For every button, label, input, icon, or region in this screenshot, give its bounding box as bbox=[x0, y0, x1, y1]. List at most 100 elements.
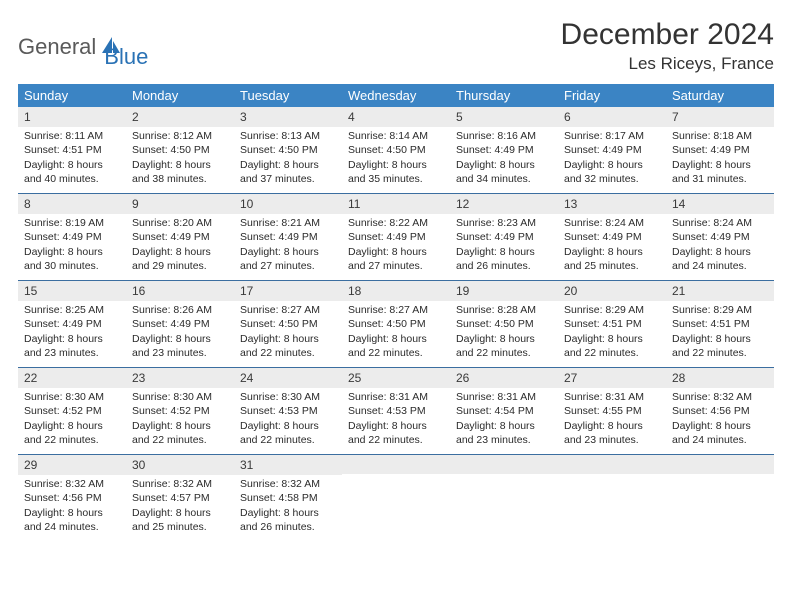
day-cell: 19Sunrise: 8:28 AMSunset: 4:50 PMDayligh… bbox=[450, 281, 558, 367]
daylight-text-2: and 35 minutes. bbox=[348, 172, 444, 186]
daylight-text-2: and 25 minutes. bbox=[564, 259, 660, 273]
day-cell: 21Sunrise: 8:29 AMSunset: 4:51 PMDayligh… bbox=[666, 281, 774, 367]
day-number: 29 bbox=[18, 455, 126, 475]
dow-cell: Sunday bbox=[18, 84, 126, 107]
sunrise-text: Sunrise: 8:32 AM bbox=[24, 477, 120, 491]
daylight-text-2: and 27 minutes. bbox=[240, 259, 336, 273]
daylight-text-2: and 22 minutes. bbox=[672, 346, 768, 360]
day-cell bbox=[666, 455, 774, 541]
sunset-text: Sunset: 4:49 PM bbox=[456, 143, 552, 157]
day-cell bbox=[342, 455, 450, 541]
daylight-text-2: and 22 minutes. bbox=[240, 433, 336, 447]
day-body: Sunrise: 8:24 AMSunset: 4:49 PMDaylight:… bbox=[666, 214, 774, 279]
day-cell: 24Sunrise: 8:30 AMSunset: 4:53 PMDayligh… bbox=[234, 368, 342, 454]
day-body: Sunrise: 8:18 AMSunset: 4:49 PMDaylight:… bbox=[666, 127, 774, 192]
title-block: December 2024 Les Riceys, France bbox=[561, 18, 774, 74]
week-row: 22Sunrise: 8:30 AMSunset: 4:52 PMDayligh… bbox=[18, 368, 774, 455]
day-cell: 8Sunrise: 8:19 AMSunset: 4:49 PMDaylight… bbox=[18, 194, 126, 280]
day-body: Sunrise: 8:12 AMSunset: 4:50 PMDaylight:… bbox=[126, 127, 234, 192]
daylight-text-2: and 22 minutes. bbox=[240, 346, 336, 360]
sunset-text: Sunset: 4:52 PM bbox=[132, 404, 228, 418]
day-number: 28 bbox=[666, 368, 774, 388]
sunrise-text: Sunrise: 8:27 AM bbox=[240, 303, 336, 317]
day-body: Sunrise: 8:19 AMSunset: 4:49 PMDaylight:… bbox=[18, 214, 126, 279]
daylight-text-1: Daylight: 8 hours bbox=[240, 506, 336, 520]
daylight-text-1: Daylight: 8 hours bbox=[240, 419, 336, 433]
daylight-text-1: Daylight: 8 hours bbox=[24, 419, 120, 433]
sunrise-text: Sunrise: 8:32 AM bbox=[672, 390, 768, 404]
daylight-text-2: and 25 minutes. bbox=[132, 520, 228, 534]
day-body: Sunrise: 8:21 AMSunset: 4:49 PMDaylight:… bbox=[234, 214, 342, 279]
sunrise-text: Sunrise: 8:30 AM bbox=[24, 390, 120, 404]
daylight-text-1: Daylight: 8 hours bbox=[348, 419, 444, 433]
day-number: 12 bbox=[450, 194, 558, 214]
daylight-text-2: and 22 minutes. bbox=[348, 346, 444, 360]
sunset-text: Sunset: 4:50 PM bbox=[348, 143, 444, 157]
day-cell: 7Sunrise: 8:18 AMSunset: 4:49 PMDaylight… bbox=[666, 107, 774, 193]
day-cell: 6Sunrise: 8:17 AMSunset: 4:49 PMDaylight… bbox=[558, 107, 666, 193]
day-cell: 5Sunrise: 8:16 AMSunset: 4:49 PMDaylight… bbox=[450, 107, 558, 193]
sunrise-text: Sunrise: 8:27 AM bbox=[348, 303, 444, 317]
dow-cell: Thursday bbox=[450, 84, 558, 107]
dow-cell: Wednesday bbox=[342, 84, 450, 107]
sunrise-text: Sunrise: 8:21 AM bbox=[240, 216, 336, 230]
day-body: Sunrise: 8:13 AMSunset: 4:50 PMDaylight:… bbox=[234, 127, 342, 192]
day-cell: 17Sunrise: 8:27 AMSunset: 4:50 PMDayligh… bbox=[234, 281, 342, 367]
day-cell: 20Sunrise: 8:29 AMSunset: 4:51 PMDayligh… bbox=[558, 281, 666, 367]
day-number: 27 bbox=[558, 368, 666, 388]
week-row: 1Sunrise: 8:11 AMSunset: 4:51 PMDaylight… bbox=[18, 107, 774, 194]
sunset-text: Sunset: 4:49 PM bbox=[456, 230, 552, 244]
day-cell: 3Sunrise: 8:13 AMSunset: 4:50 PMDaylight… bbox=[234, 107, 342, 193]
daylight-text-2: and 32 minutes. bbox=[564, 172, 660, 186]
day-cell: 25Sunrise: 8:31 AMSunset: 4:53 PMDayligh… bbox=[342, 368, 450, 454]
sunset-text: Sunset: 4:54 PM bbox=[456, 404, 552, 418]
daylight-text-1: Daylight: 8 hours bbox=[456, 419, 552, 433]
day-body: Sunrise: 8:11 AMSunset: 4:51 PMDaylight:… bbox=[18, 127, 126, 192]
day-cell: 16Sunrise: 8:26 AMSunset: 4:49 PMDayligh… bbox=[126, 281, 234, 367]
day-body: Sunrise: 8:29 AMSunset: 4:51 PMDaylight:… bbox=[666, 301, 774, 366]
day-number: 25 bbox=[342, 368, 450, 388]
sunset-text: Sunset: 4:49 PM bbox=[24, 317, 120, 331]
day-body: Sunrise: 8:26 AMSunset: 4:49 PMDaylight:… bbox=[126, 301, 234, 366]
location: Les Riceys, France bbox=[561, 54, 774, 74]
daylight-text-1: Daylight: 8 hours bbox=[240, 158, 336, 172]
daylight-text-2: and 23 minutes. bbox=[456, 433, 552, 447]
sunrise-text: Sunrise: 8:24 AM bbox=[672, 216, 768, 230]
sunrise-text: Sunrise: 8:31 AM bbox=[564, 390, 660, 404]
daylight-text-1: Daylight: 8 hours bbox=[132, 506, 228, 520]
weeks-container: 1Sunrise: 8:11 AMSunset: 4:51 PMDaylight… bbox=[18, 107, 774, 541]
day-cell: 18Sunrise: 8:27 AMSunset: 4:50 PMDayligh… bbox=[342, 281, 450, 367]
sunrise-text: Sunrise: 8:24 AM bbox=[564, 216, 660, 230]
daylight-text-2: and 22 minutes. bbox=[24, 433, 120, 447]
month-title: December 2024 bbox=[561, 18, 774, 52]
day-number bbox=[558, 455, 666, 474]
daylight-text-1: Daylight: 8 hours bbox=[24, 506, 120, 520]
day-body: Sunrise: 8:32 AMSunset: 4:58 PMDaylight:… bbox=[234, 475, 342, 540]
daylight-text-1: Daylight: 8 hours bbox=[672, 419, 768, 433]
day-number bbox=[666, 455, 774, 474]
daylight-text-1: Daylight: 8 hours bbox=[348, 158, 444, 172]
daylight-text-2: and 31 minutes. bbox=[672, 172, 768, 186]
daylight-text-2: and 26 minutes. bbox=[456, 259, 552, 273]
day-body: Sunrise: 8:25 AMSunset: 4:49 PMDaylight:… bbox=[18, 301, 126, 366]
day-body: Sunrise: 8:32 AMSunset: 4:57 PMDaylight:… bbox=[126, 475, 234, 540]
day-body: Sunrise: 8:31 AMSunset: 4:54 PMDaylight:… bbox=[450, 388, 558, 453]
day-body: Sunrise: 8:30 AMSunset: 4:53 PMDaylight:… bbox=[234, 388, 342, 453]
daylight-text-1: Daylight: 8 hours bbox=[240, 332, 336, 346]
daylight-text-1: Daylight: 8 hours bbox=[564, 245, 660, 259]
sunrise-text: Sunrise: 8:29 AM bbox=[564, 303, 660, 317]
daylight-text-1: Daylight: 8 hours bbox=[672, 158, 768, 172]
day-number: 5 bbox=[450, 107, 558, 127]
sunset-text: Sunset: 4:49 PM bbox=[240, 230, 336, 244]
day-cell: 23Sunrise: 8:30 AMSunset: 4:52 PMDayligh… bbox=[126, 368, 234, 454]
day-number: 11 bbox=[342, 194, 450, 214]
daylight-text-2: and 40 minutes. bbox=[24, 172, 120, 186]
day-number: 2 bbox=[126, 107, 234, 127]
daylight-text-2: and 22 minutes. bbox=[564, 346, 660, 360]
sunset-text: Sunset: 4:50 PM bbox=[240, 143, 336, 157]
sunset-text: Sunset: 4:56 PM bbox=[672, 404, 768, 418]
daylight-text-2: and 23 minutes. bbox=[132, 346, 228, 360]
daylight-text-2: and 24 minutes. bbox=[672, 433, 768, 447]
daylight-text-1: Daylight: 8 hours bbox=[132, 419, 228, 433]
sunrise-text: Sunrise: 8:16 AM bbox=[456, 129, 552, 143]
